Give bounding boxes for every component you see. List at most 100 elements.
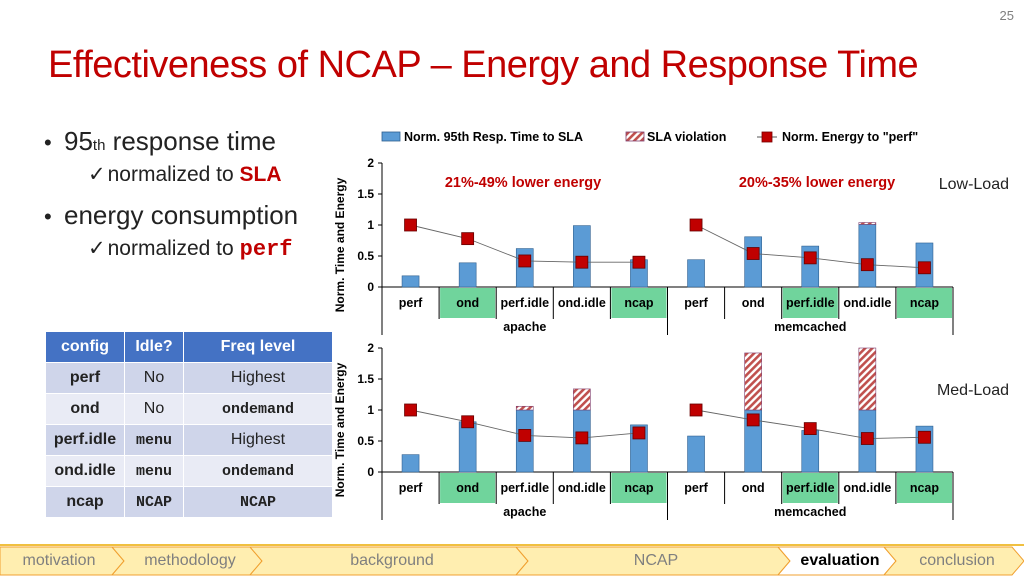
category-label: ond bbox=[742, 296, 765, 310]
sub-bullet-text: normalized to bbox=[107, 163, 240, 186]
legend-marker-energy bbox=[761, 131, 773, 143]
table-row: ond No ondemand bbox=[45, 393, 333, 425]
y-tick-label: 1.5 bbox=[357, 372, 374, 386]
nav-item-evaluation[interactable]: evaluation bbox=[800, 552, 880, 569]
category-label: ncap bbox=[624, 481, 654, 495]
bullet-text: energy consumption bbox=[64, 200, 299, 230]
category-label: perf.idle bbox=[786, 296, 835, 310]
panel-label: Med-Load bbox=[937, 382, 1009, 399]
y-tick-label: 0.5 bbox=[357, 434, 374, 448]
energy-marker bbox=[518, 254, 532, 268]
energy-marker bbox=[803, 422, 817, 436]
table-row: perf No Highest bbox=[45, 362, 333, 394]
y-tick-label: 0.5 bbox=[357, 249, 374, 263]
category-label: perf bbox=[684, 481, 708, 495]
check-icon: ✓ bbox=[88, 163, 106, 186]
bar-resp-time bbox=[687, 435, 705, 473]
category-highlight bbox=[782, 473, 838, 503]
category-label: perf.idle bbox=[786, 481, 835, 495]
cell-idle: No bbox=[124, 362, 184, 394]
nav-arrow-conclusion bbox=[882, 546, 1024, 576]
config-table-header: config Idle? Freq level bbox=[45, 331, 333, 363]
cell-freq: ondemand bbox=[183, 393, 333, 425]
annotation-memcached: 20%-35% lower energy bbox=[739, 175, 895, 191]
energy-marker bbox=[860, 258, 874, 272]
cell-freq: Highest bbox=[183, 424, 333, 456]
energy-marker bbox=[918, 430, 931, 444]
category-label: ond bbox=[456, 296, 479, 310]
nav-item-conclusion[interactable]: conclusion bbox=[919, 552, 995, 569]
nav-item-background[interactable]: background bbox=[350, 552, 434, 569]
y-tick-label: 2 bbox=[367, 341, 374, 355]
category-highlight bbox=[440, 288, 496, 318]
annotation-apache: 21%-49% lower energy bbox=[445, 175, 601, 191]
nav-item-methodology[interactable]: methodology bbox=[144, 552, 236, 569]
cell-freq: Highest bbox=[183, 362, 333, 394]
group-label: memcached bbox=[774, 505, 846, 519]
bar-resp-time bbox=[401, 454, 420, 473]
energy-marker bbox=[632, 255, 646, 269]
bar-sla-violation bbox=[858, 347, 877, 411]
energy-marker bbox=[461, 232, 475, 246]
header-config: config bbox=[45, 331, 125, 363]
bullet-text: 95 bbox=[64, 126, 93, 156]
y-axis-label: Norm. Time and Energy bbox=[333, 362, 347, 497]
bullet-dot: • bbox=[44, 130, 52, 155]
bar-resp-time bbox=[458, 421, 477, 473]
energy-marker bbox=[860, 432, 874, 445]
nav-item-motivation[interactable]: motivation bbox=[22, 552, 96, 569]
bar-resp-time bbox=[801, 430, 820, 473]
energy-marker bbox=[746, 413, 760, 427]
group-label: apache bbox=[503, 505, 546, 519]
energy-marker bbox=[404, 218, 417, 232]
bullet-energy: • energy consumption bbox=[44, 200, 334, 236]
bar-sla-violation bbox=[858, 222, 877, 225]
category-label: perf bbox=[399, 481, 423, 495]
energy-marker bbox=[632, 426, 646, 440]
bar-resp-time bbox=[515, 248, 534, 288]
chart: Norm. 95th Resp. Time to SLA SLA violatio… bbox=[333, 130, 1009, 520]
y-tick-label: 0 bbox=[367, 465, 374, 479]
cell-config: ond bbox=[45, 393, 125, 425]
y-axis-label: Norm. Time and Energy bbox=[333, 177, 347, 312]
y-tick-label: 1 bbox=[367, 218, 374, 232]
bar-resp-time bbox=[744, 236, 762, 288]
cell-config: perf.idle bbox=[45, 424, 125, 456]
cell-config: perf bbox=[45, 362, 125, 394]
energy-marker bbox=[918, 261, 931, 275]
category-highlight bbox=[782, 288, 838, 318]
sub-bullet-sla: ✓ normalized to SLA bbox=[88, 162, 334, 200]
category-highlight bbox=[896, 473, 952, 503]
panel-label: Low-Load bbox=[939, 176, 1009, 193]
energy-marker bbox=[575, 431, 589, 445]
cell-idle: menu bbox=[124, 424, 184, 456]
bar-resp-time bbox=[458, 262, 477, 288]
nav-item-ncap[interactable]: NCAP bbox=[633, 552, 679, 569]
category-label: ond.idle bbox=[558, 481, 606, 495]
table-row: perf.idle menu Highest bbox=[45, 424, 333, 456]
category-label: ond.idle bbox=[558, 296, 606, 310]
category-label: ncap bbox=[910, 481, 940, 495]
category-label: ond.idle bbox=[843, 481, 891, 495]
energy-marker bbox=[404, 403, 417, 417]
cell-config: ncap bbox=[45, 486, 125, 518]
category-label: ond bbox=[742, 481, 765, 495]
bar-sla-violation bbox=[515, 405, 534, 411]
bullet-text-rest: response time bbox=[105, 126, 276, 156]
sla-highlight: SLA bbox=[239, 163, 282, 186]
category-highlight bbox=[896, 288, 952, 318]
energy-marker bbox=[689, 403, 703, 417]
y-tick-label: 0 bbox=[367, 280, 374, 294]
category-label: perf bbox=[399, 296, 423, 310]
sub-bullet-perf: ✓ normalized to perf bbox=[88, 236, 334, 274]
bar-sla-violation bbox=[744, 352, 762, 411]
header-freq: Freq level bbox=[183, 331, 333, 363]
sub-bullet-text: normalized to bbox=[107, 237, 234, 260]
check-icon: ✓ bbox=[88, 237, 106, 260]
energy-marker bbox=[803, 251, 817, 265]
category-label: perf bbox=[684, 296, 708, 310]
category-label: ncap bbox=[910, 296, 940, 310]
legend-label-sla-violation: SLA violation bbox=[647, 130, 726, 144]
